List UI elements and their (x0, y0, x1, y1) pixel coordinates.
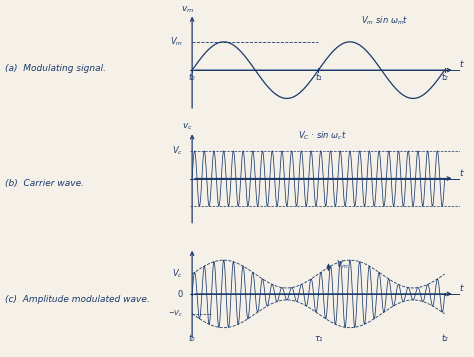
Text: $-V_c$: $-V_c$ (168, 309, 183, 319)
Text: $v_c$: $v_c$ (182, 122, 192, 132)
Text: (a)  Modulating signal.: (a) Modulating signal. (5, 64, 106, 73)
Text: (c)  Amplitude modulated wave.: (c) Amplitude modulated wave. (5, 295, 149, 304)
Text: $V_m$ sin $\omega_m t$: $V_m$ sin $\omega_m t$ (361, 14, 409, 27)
Text: $t$: $t$ (458, 282, 465, 293)
Text: t₂: t₂ (441, 334, 448, 343)
Text: $V_m$: $V_m$ (170, 36, 183, 48)
Text: t₂: t₂ (441, 73, 448, 82)
Text: $0$: $0$ (177, 288, 183, 300)
Text: $V_m$: $V_m$ (336, 258, 349, 271)
Text: $V_c$: $V_c$ (173, 145, 183, 157)
Text: t₁: t₁ (315, 73, 322, 82)
Text: t₀: t₀ (189, 334, 195, 343)
Text: $t$: $t$ (458, 58, 465, 69)
Text: (b)  Carrier wave.: (b) Carrier wave. (5, 179, 84, 188)
Text: $v_m$: $v_m$ (181, 5, 193, 15)
Text: t₀: t₀ (189, 73, 195, 82)
Text: τ₁: τ₁ (314, 334, 323, 343)
Text: $t$: $t$ (458, 167, 465, 178)
Text: $V_C$ · sin $\omega_c t$: $V_C$ · sin $\omega_c t$ (298, 130, 347, 142)
Text: $V_c$: $V_c$ (173, 268, 183, 280)
